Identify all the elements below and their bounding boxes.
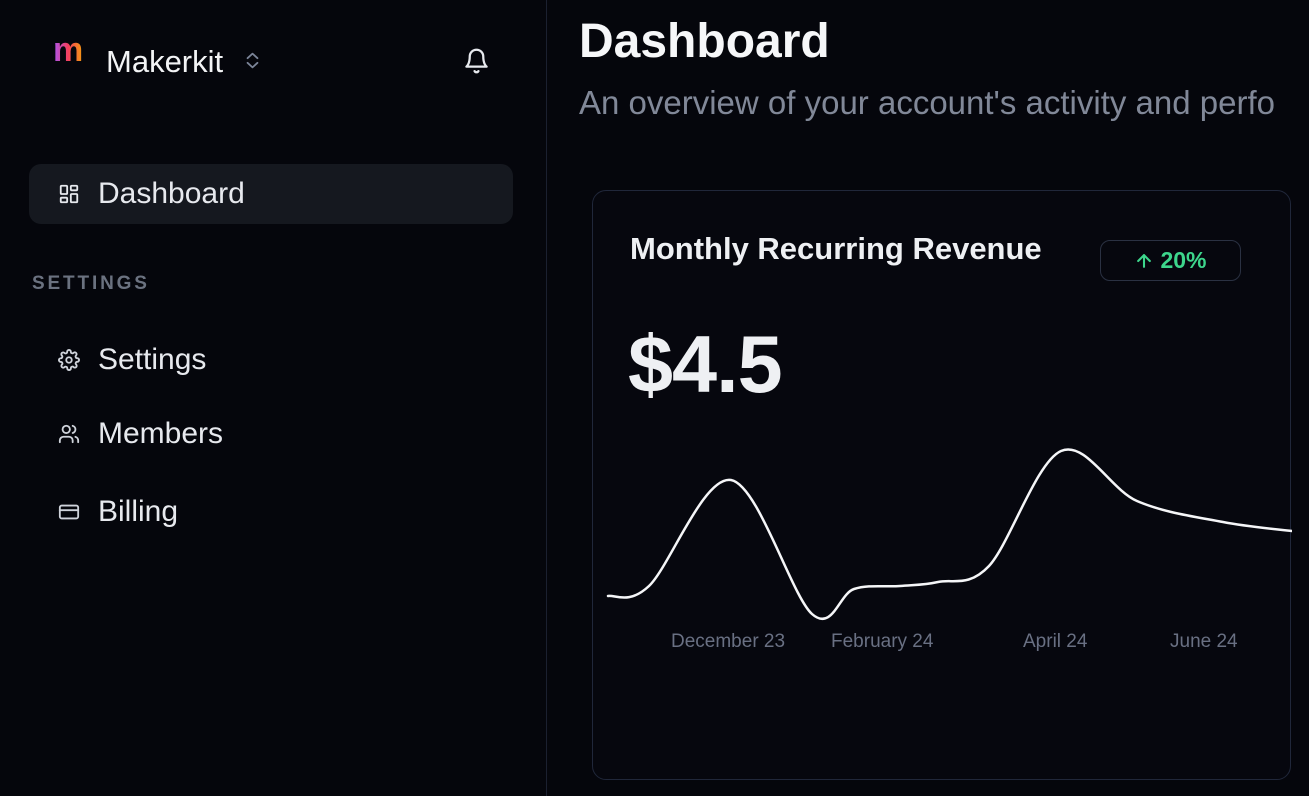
svg-text:m: m xyxy=(53,38,83,68)
